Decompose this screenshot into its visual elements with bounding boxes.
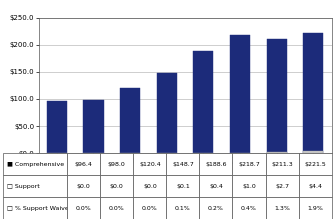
- Bar: [120, 88, 140, 153]
- Bar: [303, 33, 323, 153]
- Bar: [230, 35, 250, 153]
- Bar: [193, 51, 213, 153]
- Bar: [267, 39, 287, 153]
- Bar: [267, 152, 287, 153]
- Bar: [157, 72, 177, 153]
- Bar: [303, 151, 323, 153]
- Bar: [47, 101, 67, 153]
- Bar: [83, 100, 104, 153]
